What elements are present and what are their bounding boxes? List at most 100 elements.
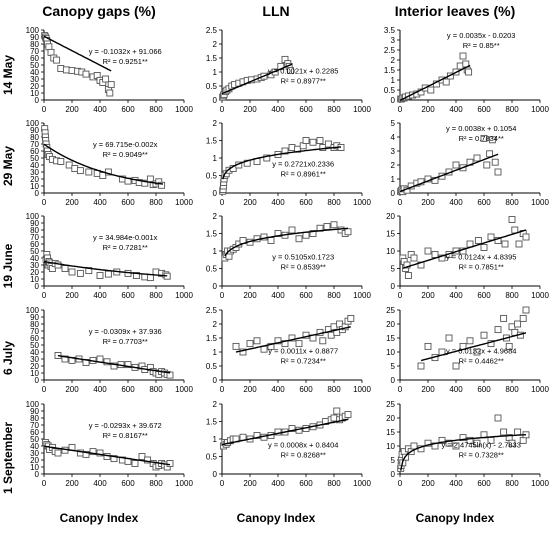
row-label-14-may: 14 May: [1, 55, 15, 95]
panel-6-july-interior-leaves-xtick-label: 0: [398, 385, 403, 394]
panel-14-may-canopy-gaps-ytick-label: 100: [26, 26, 40, 35]
panel-14-may-canopy-gaps-point: [82, 70, 90, 78]
panel-1-september-lln-point: [330, 414, 338, 422]
panel-1-september-canopy-gaps-xtick-label: 200: [65, 479, 79, 488]
panel-6-july-canopy-gaps-equation: y = -0.0309x + 37.936: [89, 327, 162, 336]
panel-6-july-interior-leaves-xtick-label: 600: [477, 385, 491, 394]
panel-29-may-canopy-gaps-ytick-label: 40: [30, 161, 39, 170]
panel-14-may-canopy-gaps-equation: y = -0.1032x + 91.066: [89, 47, 162, 56]
panel-19-june-interior-leaves-point: [424, 247, 432, 255]
panel-6-july-canopy-gaps-xtick-label: 1000: [175, 385, 193, 394]
panel-6-july-lln-xtick-label: 600: [299, 385, 313, 394]
panel-6-july-interior-leaves-point: [505, 342, 513, 350]
panel-14-may-canopy-gaps-point: [102, 75, 110, 83]
panel-1-september-canopy-gaps-point: [166, 460, 174, 467]
panel-29-may-interior-leaves-point: [431, 176, 439, 184]
panel-1-september-lln-xtick-label: 1000: [353, 479, 371, 488]
panel-19-june-interior-leaves-r-squared: R² = 0.7851**: [459, 262, 504, 271]
panel-14-may-interior-leaves-ytick-label: 1.5: [384, 66, 396, 75]
panel-19-june-interior-leaves-xtick-label: 200: [421, 291, 435, 300]
panel-29-may-canopy-gaps-xtick-label: 0: [42, 198, 47, 207]
panel-29-may-canopy-gaps-ytick-label: 60: [30, 147, 39, 156]
panel-19-june-canopy-gaps-ytick-label: 100: [26, 212, 40, 221]
panel-19-june-lln-ytick-label: 1.5: [206, 230, 218, 239]
panel-1-september-canopy-gaps-xtick-label: 0: [42, 479, 47, 488]
panel-14-may-interior-leaves-equation: y = 0.0035x - 0.0203: [447, 31, 516, 40]
panel-1-september-interior-leaves-point: [514, 428, 522, 436]
panel-19-june-canopy-gaps-ytick-label: 70: [30, 233, 39, 242]
panel-6-july-lln-ytick-label: 1.5: [206, 334, 218, 343]
panel-6-july-lln-point: [239, 348, 247, 356]
panel-19-june-canopy-gaps-ytick-label: 40: [30, 254, 39, 263]
panel-6-july-lln-point: [319, 337, 327, 345]
panel-19-june-canopy-gaps-ytick-label: 10: [30, 275, 39, 284]
panel-14-may-interior-leaves-ytick-label: 0.5: [384, 86, 396, 95]
panel-29-may-lln-ytick-label: 0: [213, 189, 218, 198]
panel-1-september-interior-leaves-trendline: [400, 434, 527, 471]
panel-14-may-interior-leaves-xtick-label: 800: [505, 105, 519, 114]
panel-29-may-canopy-gaps-xtick-label: 800: [149, 198, 163, 207]
panel-19-june-interior-leaves-point: [403, 261, 411, 269]
panel-1-september-interior-leaves-point: [410, 442, 418, 450]
panel-14-may-lln-ytick-label: 0.5: [206, 82, 218, 91]
panel-14-may-interior-leaves-point: [456, 62, 464, 70]
panel-6-july-canopy-gaps-point: [166, 371, 174, 379]
panel-6-july-canopy-gaps-ytick-label: 0: [35, 376, 40, 385]
panel-1-september-lln-r-squared: R² = 0.8268**: [281, 450, 326, 459]
panel-19-june-lln-point: [288, 226, 296, 234]
panel-19-june-interior-leaves-equation: y = 0.0124x + 4.8395: [446, 252, 516, 261]
panel-14-may-lln-xtick-label: 0: [220, 105, 225, 114]
panel-19-june-canopy-gaps-ytick-label: 80: [30, 226, 39, 235]
panel-29-may-lln-equation: y = 0.2721x0.2336: [272, 159, 334, 168]
panel-1-september-interior-leaves-point: [494, 414, 502, 422]
panel-6-july-lln-ytick-label: 1: [213, 348, 218, 357]
panel-1-september-interior-leaves-xtick-label: 800: [505, 479, 519, 488]
panel-29-may-interior-leaves-equation: y = 0.0038x + 0.1054: [446, 124, 516, 133]
panel-29-may-lln-ytick-label: 2: [213, 119, 218, 128]
panel-19-june-canopy-gaps-xtick-label: 400: [93, 291, 107, 300]
panel-6-july-canopy-gaps-ytick-label: 50: [30, 341, 39, 350]
panel-1-september-interior-leaves-point: [466, 436, 474, 444]
panel-14-may-lln-ytick-label: 0: [213, 96, 218, 105]
panel-29-may-interior-leaves-point: [488, 136, 496, 144]
panel-29-may-interior-leaves-ytick-label: 0: [391, 189, 396, 198]
panel-6-july-lln-point: [302, 331, 310, 339]
panel-1-september-lln-point: [288, 425, 296, 432]
panel-29-may-lln-point: [316, 137, 324, 144]
panel-1-september-lln-ytick-label: 0: [213, 470, 218, 479]
panel-19-june-interior-leaves-point: [410, 254, 418, 262]
panel-1-september-interior-leaves: 0 5 10 15 20 25 0 200 400 600 800 1000 y = 2.4745ln(…: [386, 400, 549, 488]
panel-6-july-interior-leaves-point: [445, 334, 453, 342]
panel-14-may-lln: 0 0.5 1 1.5 2 2.5 0 200 400 600 800 1000 y = 0.0021x…: [206, 26, 372, 114]
panel-14-may-canopy-gaps-ytick-label: 70: [30, 47, 39, 56]
panel-19-june-canopy-gaps-point: [152, 268, 160, 276]
panel-1-september-canopy-gaps-ytick-label: 10: [30, 463, 39, 472]
panel-29-may-canopy-gaps-point: [141, 179, 149, 187]
panel-29-may-lln-point: [309, 138, 317, 146]
panel-14-may-interior-leaves-xtick-label: 1000: [531, 105, 549, 114]
panel-6-july-canopy-gaps-trendline: [57, 354, 171, 374]
panel-14-may-interior-leaves-ytick-label: 1: [391, 76, 396, 85]
panel-29-may-interior-leaves-point: [480, 134, 488, 142]
panel-6-july-canopy-gaps-ytick-label: 80: [30, 320, 39, 329]
panel-1-september-interior-leaves-xtick-label: 0: [398, 479, 403, 488]
panel-1-september-canopy-gaps-xtick-label: 1000: [175, 479, 193, 488]
panel-6-july-lln-point: [246, 340, 254, 348]
panel-19-june-lln-point: [295, 235, 303, 243]
panel-29-may-interior-leaves-r-squared: R² = 0.7834**: [459, 134, 504, 143]
panel-14-may-canopy-gaps-point: [57, 65, 65, 72]
panel-1-september-interior-leaves-ytick-label: 5: [391, 456, 396, 465]
panel-19-june-canopy-gaps-xtick-label: 0: [42, 291, 47, 300]
panel-14-may-interior-leaves-r-squared: R² = 0.85**: [463, 41, 500, 50]
panel-1-september-canopy-gaps-xtick-label: 800: [149, 479, 163, 488]
panel-29-may-canopy-gaps-point: [85, 168, 93, 176]
panel-6-july-lln-point: [274, 337, 282, 345]
panel-1-september-interior-leaves-xtick-label: 600: [477, 479, 491, 488]
panel-29-may-canopy-gaps-ytick-label: 0: [35, 189, 40, 198]
